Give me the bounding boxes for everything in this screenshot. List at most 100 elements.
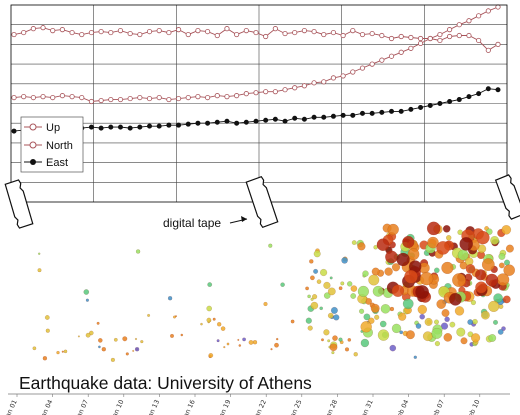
quake-point (332, 335, 338, 341)
legend-item-up: Up (24, 122, 60, 134)
point-north (156, 94, 162, 101)
point-east (282, 118, 288, 124)
quake-point (238, 344, 242, 347)
quake-point (347, 338, 352, 342)
quake-point (330, 306, 338, 314)
quake-point (413, 355, 417, 359)
quake-point (370, 303, 380, 313)
point-east (88, 124, 94, 130)
point-north (398, 49, 404, 55)
quake-point (379, 320, 387, 328)
point-north (69, 94, 75, 100)
quake-point (329, 276, 333, 280)
tape-annotation-arrowhead (241, 216, 247, 222)
quake-point (134, 337, 138, 341)
quake-point (434, 319, 440, 325)
quake-point (113, 337, 118, 342)
credit-caption: Earthquake data: University of Athens (19, 373, 312, 393)
quake-point (135, 249, 141, 254)
quake-point (475, 281, 488, 294)
quake-point (493, 319, 499, 325)
point-up (330, 29, 337, 36)
quake-point (85, 332, 91, 338)
point-east (418, 104, 424, 110)
point-east (369, 110, 375, 116)
legend-marker-up (29, 123, 37, 131)
quake-point (442, 224, 451, 233)
point-up (282, 30, 288, 37)
quake-point (460, 337, 468, 345)
quake-point (481, 258, 495, 271)
quake-point (305, 317, 312, 324)
quake-point (449, 321, 456, 328)
quake-point (167, 296, 173, 301)
quake-point (110, 357, 115, 362)
digital-tape-left (4, 179, 34, 229)
tape-annotation-label: digital tape (163, 216, 221, 230)
legend-item-east: East (24, 157, 68, 169)
quake-point (434, 341, 441, 347)
point-up (156, 28, 162, 34)
series-north (11, 4, 501, 105)
quake-point (206, 317, 212, 323)
quake-point (360, 321, 372, 333)
point-north (253, 90, 259, 96)
point-east (176, 122, 182, 128)
quake-point (122, 336, 128, 342)
quake-point (372, 285, 384, 297)
quake-point (426, 221, 441, 236)
quake-point (470, 299, 477, 306)
quake-point (207, 282, 213, 287)
quake-point (404, 269, 418, 284)
quake-point (415, 323, 422, 329)
point-east (447, 99, 453, 105)
point-north (40, 94, 46, 100)
point-up (292, 29, 298, 36)
quake-point (424, 317, 433, 326)
quake-point (327, 339, 331, 343)
quake-point (472, 318, 478, 325)
quake-point (327, 287, 336, 296)
point-up (485, 47, 491, 53)
quake-point (476, 230, 490, 245)
point-up (117, 28, 124, 34)
quake-point (333, 314, 340, 321)
point-north (369, 61, 375, 67)
legend-label-north: North (46, 140, 73, 152)
point-east (166, 122, 172, 128)
quake-point (376, 238, 390, 251)
quake-point (396, 252, 410, 267)
point-up (195, 28, 201, 34)
point-north (282, 87, 288, 93)
quake-point (140, 340, 144, 344)
point-north (379, 57, 385, 63)
point-north (195, 94, 201, 100)
quake-point (488, 300, 500, 313)
quake-point (391, 284, 405, 297)
point-east (437, 101, 443, 107)
quake-point (323, 281, 331, 290)
quake-point (226, 342, 230, 346)
point-up (30, 26, 36, 32)
quake-point (368, 317, 375, 324)
quake-point (384, 267, 393, 276)
legend-marker-north (29, 141, 37, 149)
quake-point (341, 257, 348, 264)
point-up (340, 32, 346, 39)
point-north (79, 94, 85, 101)
quake-point (497, 328, 504, 335)
quake-point (467, 319, 474, 325)
earthquake-points (32, 221, 516, 362)
point-north (175, 95, 182, 102)
point-up (11, 31, 17, 38)
quake-point (371, 267, 380, 276)
quake-point (459, 261, 468, 270)
quake-point (454, 306, 465, 316)
quake-point (242, 337, 247, 342)
quake-point (248, 339, 254, 345)
quake-point (63, 349, 68, 354)
point-up (253, 29, 259, 36)
quake-point (391, 263, 401, 272)
point-east (466, 94, 472, 100)
digital-tape-right (494, 174, 520, 220)
